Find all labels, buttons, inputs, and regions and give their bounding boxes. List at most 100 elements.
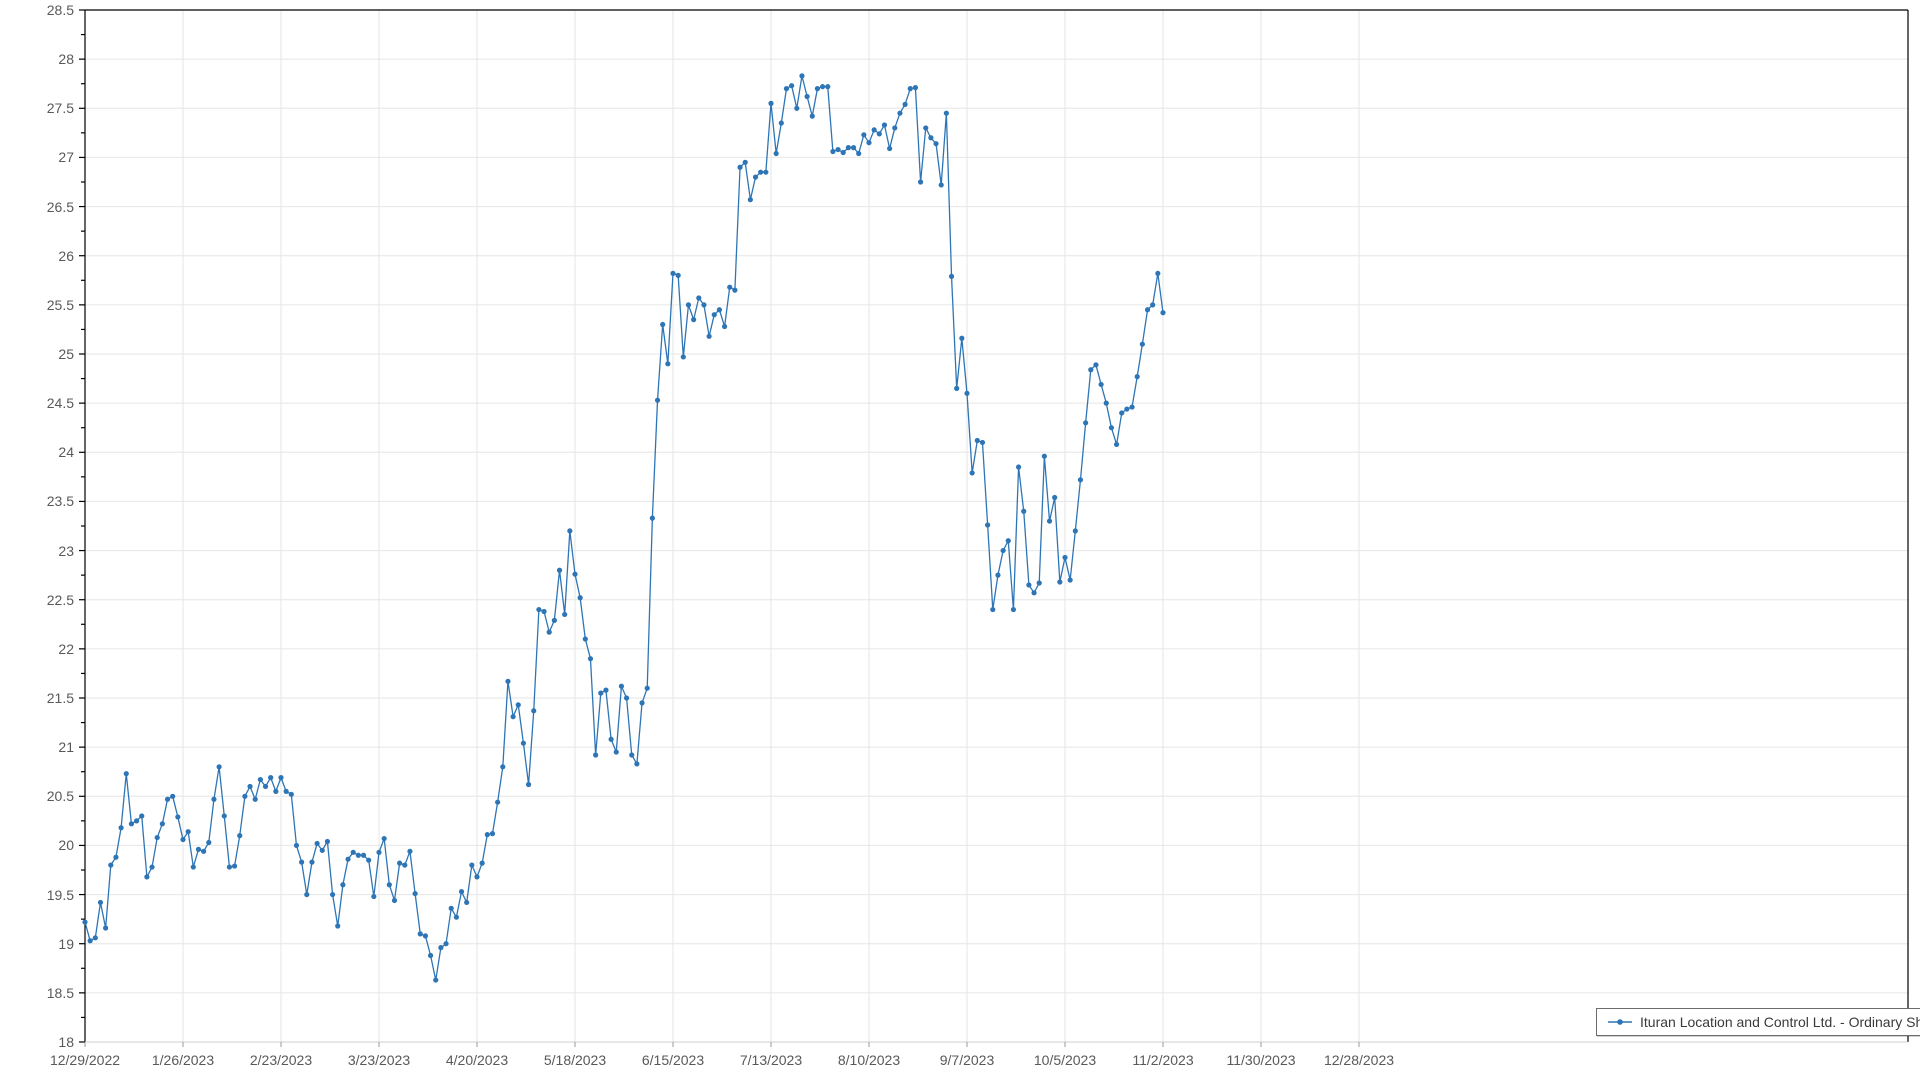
data-point-marker[interactable] (732, 287, 738, 293)
data-point-marker[interactable] (887, 145, 893, 152)
data-point-marker[interactable] (1036, 580, 1042, 586)
data-point-marker[interactable] (1000, 547, 1006, 554)
data-point-marker[interactable] (892, 125, 898, 131)
data-point-marker[interactable] (835, 146, 841, 153)
data-point-marker[interactable] (1088, 367, 1094, 373)
data-point-marker[interactable] (721, 323, 728, 330)
data-point-marker[interactable] (1010, 606, 1017, 613)
data-point-marker[interactable] (190, 864, 196, 870)
data-point-marker[interactable] (747, 197, 753, 203)
data-point-marker[interactable] (1098, 381, 1104, 388)
data-point-marker[interactable] (391, 897, 398, 904)
data-point-marker[interactable] (825, 84, 831, 90)
data-point-marker[interactable] (221, 813, 227, 819)
data-point-marker[interactable] (954, 385, 960, 391)
data-point-marker[interactable] (510, 714, 516, 720)
data-point-marker[interactable] (979, 439, 986, 446)
data-point-marker[interactable] (1005, 538, 1011, 544)
data-point-marker[interactable] (113, 854, 119, 860)
data-point-marker[interactable] (175, 814, 181, 820)
data-point-marker[interactable] (830, 148, 836, 155)
data-point-marker[interactable] (1155, 270, 1161, 277)
data-point-marker[interactable] (691, 317, 697, 323)
data-point-marker[interactable] (603, 687, 609, 693)
data-point-marker[interactable] (866, 140, 872, 146)
data-point-marker[interactable] (407, 848, 413, 854)
data-point-marker[interactable] (933, 141, 939, 147)
data-point-marker[interactable] (1052, 494, 1058, 501)
data-point-marker[interactable] (1108, 425, 1115, 431)
data-point-marker[interactable] (515, 702, 521, 708)
data-point-marker[interactable] (696, 295, 702, 301)
data-point-marker[interactable] (995, 572, 1001, 578)
data-point-marker[interactable] (1072, 528, 1078, 534)
data-point-marker[interactable] (443, 941, 449, 947)
data-point-marker[interactable] (144, 874, 150, 880)
data-point-marker[interactable] (474, 874, 480, 880)
data-point-marker[interactable] (881, 122, 888, 128)
data-point-marker[interactable] (778, 120, 784, 126)
data-point-marker[interactable] (520, 740, 527, 746)
data-point-marker[interactable] (340, 882, 346, 888)
data-point-marker[interactable] (360, 852, 367, 858)
data-point-marker[interactable] (593, 752, 599, 758)
data-point-marker[interactable] (427, 952, 434, 959)
data-point-marker[interactable] (118, 825, 124, 831)
data-point-marker[interactable] (438, 945, 444, 951)
data-point-marker[interactable] (845, 145, 851, 151)
data-point-marker[interactable] (366, 857, 372, 863)
data-point-marker[interactable] (634, 761, 640, 767)
chart-legend[interactable]: Ituran Location and Control Ltd. - Ordin… (1596, 1008, 1920, 1036)
data-point-marker[interactable] (850, 145, 857, 151)
data-point-marker[interactable] (211, 796, 217, 802)
data-point-marker[interactable] (133, 818, 140, 824)
data-point-marker[interactable] (1129, 404, 1135, 410)
data-point-marker[interactable] (1067, 577, 1073, 583)
data-point-marker[interactable] (742, 159, 748, 165)
data-point-marker[interactable] (758, 169, 764, 175)
data-point-marker[interactable] (87, 938, 93, 944)
data-point-marker[interactable] (598, 690, 604, 696)
data-point-marker[interactable] (1021, 508, 1027, 514)
data-point-marker[interactable] (814, 86, 821, 92)
data-point-marker[interactable] (773, 150, 779, 157)
data-point-marker[interactable] (799, 73, 805, 79)
data-point-marker[interactable] (495, 799, 501, 805)
data-point-marker[interactable] (660, 321, 666, 328)
data-point-marker[interactable] (567, 528, 573, 534)
data-point-marker[interactable] (938, 182, 944, 188)
data-point-marker[interactable] (562, 611, 568, 618)
data-point-marker[interactable] (288, 791, 294, 797)
data-point-marker[interactable] (582, 636, 588, 642)
data-point-marker[interactable] (381, 835, 387, 842)
data-point-marker[interactable] (1057, 579, 1063, 585)
data-point-marker[interactable] (1031, 590, 1037, 596)
data-point-marker[interactable] (1160, 310, 1166, 316)
data-point-marker[interactable] (185, 829, 191, 835)
data-point-marker[interactable] (304, 891, 310, 898)
data-point-marker[interactable] (794, 105, 800, 111)
data-point-marker[interactable] (278, 775, 284, 781)
data-point-marker[interactable] (923, 125, 929, 131)
data-point-marker[interactable] (1113, 441, 1120, 448)
data-point-marker[interactable] (680, 354, 686, 360)
data-point-marker[interactable] (546, 629, 552, 635)
data-point-marker[interactable] (92, 935, 98, 941)
data-point-marker[interactable] (252, 796, 258, 802)
data-point-marker[interactable] (82, 919, 88, 925)
data-point-marker[interactable] (376, 849, 382, 855)
data-point-marker[interactable] (727, 284, 733, 290)
data-point-marker[interactable] (500, 764, 506, 770)
data-point-marker[interactable] (464, 899, 470, 906)
data-point-marker[interactable] (350, 849, 356, 855)
data-point-marker[interactable] (329, 891, 336, 898)
data-point-marker[interactable] (159, 821, 165, 827)
data-point-marker[interactable] (649, 515, 655, 521)
data-point-marker[interactable] (541, 608, 547, 615)
data-point-marker[interactable] (1077, 477, 1084, 483)
data-point-marker[interactable] (964, 390, 970, 396)
data-point-marker[interactable] (247, 783, 253, 790)
data-point-marker[interactable] (1026, 582, 1032, 588)
data-point-marker[interactable] (763, 169, 769, 175)
data-point-marker[interactable] (170, 793, 176, 799)
